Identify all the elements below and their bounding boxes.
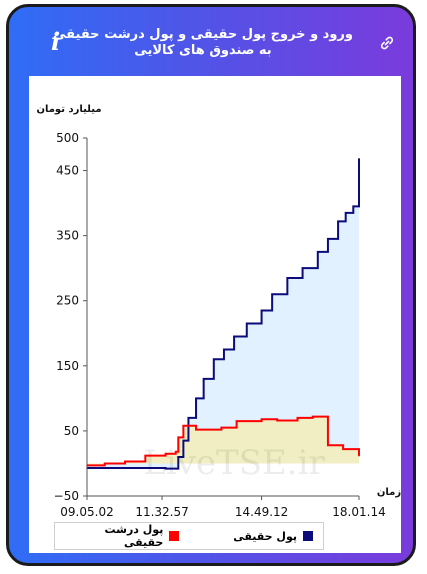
data-point-0-14 bbox=[245, 322, 248, 325]
data-point-0-8 bbox=[187, 417, 190, 419]
x-tick-label: 09.05.02 bbox=[60, 505, 113, 519]
link-icon[interactable] bbox=[379, 35, 395, 51]
y-axis-label: میلیارد تومان bbox=[36, 104, 101, 115]
data-point-1-1 bbox=[103, 462, 106, 465]
legend: پول حقیقی پول درشت حقیقی bbox=[54, 522, 324, 550]
data-point-1-7 bbox=[182, 424, 185, 427]
data-point-1-8 bbox=[195, 428, 197, 431]
data-point-0-22 bbox=[344, 212, 347, 214]
series-area-1 bbox=[87, 416, 359, 466]
data-point-1-3 bbox=[144, 454, 147, 457]
data-point-1-10 bbox=[235, 420, 238, 422]
data-point-0-23 bbox=[352, 205, 355, 208]
legend-label-real-money: پول حقیقی bbox=[233, 529, 297, 543]
x-tick-label: 14.49.12 bbox=[235, 505, 288, 519]
watermark: LiveTSE.ir bbox=[143, 443, 325, 483]
data-point-1-13 bbox=[296, 417, 299, 419]
chart-card: ورود و خروج پول حقیقی و پول درشت حقیقی ب… bbox=[6, 4, 416, 566]
data-point-1-6 bbox=[177, 436, 180, 439]
card-header: ورود و خروج پول حقیقی و پول درشت حقیقی ب… bbox=[9, 7, 413, 73]
legend-item-real-money[interactable]: پول حقیقی bbox=[199, 530, 313, 543]
data-point-1-14 bbox=[311, 415, 314, 418]
legend-item-big-real-money[interactable]: پول درشت حقیقی bbox=[65, 523, 179, 549]
data-point-0-7 bbox=[182, 439, 185, 442]
y-tick-label: −50 bbox=[54, 489, 79, 503]
data-point-1-9 bbox=[220, 426, 223, 429]
data-point-0-20 bbox=[327, 238, 329, 240]
data-point-0-11 bbox=[213, 358, 215, 361]
data-point-0-9 bbox=[195, 397, 197, 400]
legend-swatch-real-money bbox=[303, 531, 313, 541]
data-point-0-6 bbox=[177, 456, 180, 458]
y-tick-label: 50 bbox=[64, 424, 79, 438]
chart-title: ورود و خروج پول حقیقی و پول درشت حقیقی ب… bbox=[53, 27, 353, 58]
data-point-0-17 bbox=[286, 277, 289, 279]
chart-svg: 500 450 350 250 150 50 −50 09.05.02 11.32.57 14.4… bbox=[36, 104, 401, 519]
data-point-0-16 bbox=[271, 293, 273, 296]
x-tick-label: 11.32.57 bbox=[135, 505, 188, 519]
data-point-1-11 bbox=[260, 418, 263, 420]
y-tick-label: 350 bbox=[56, 229, 79, 243]
data-point-1-17 bbox=[358, 454, 360, 457]
x-axis-label: زمان bbox=[377, 487, 401, 498]
y-tick-label: 500 bbox=[56, 131, 79, 145]
series-area-0 bbox=[87, 158, 359, 469]
y-tick-label: 150 bbox=[56, 359, 79, 373]
data-point-0-2 bbox=[124, 467, 126, 469]
data-point-0-5 bbox=[174, 467, 177, 470]
legend-label-big-real-money: پول درشت حقیقی bbox=[104, 523, 164, 549]
data-point-1-5 bbox=[174, 450, 177, 453]
data-point-1-4 bbox=[164, 452, 167, 455]
info-icon[interactable]: i bbox=[51, 27, 61, 56]
data-point-1-16 bbox=[342, 448, 344, 450]
y-tick-label: 450 bbox=[56, 164, 79, 178]
x-tick-label: 18.01.14 bbox=[332, 505, 385, 519]
data-point-0-10 bbox=[202, 378, 205, 380]
data-point-0-15 bbox=[260, 309, 263, 312]
data-point-1-15 bbox=[327, 444, 329, 447]
data-point-0-1 bbox=[103, 467, 106, 469]
series-line-1 bbox=[87, 415, 360, 467]
y-tick-label: 250 bbox=[56, 294, 79, 308]
data-point-0-4 bbox=[164, 467, 167, 470]
data-point-0-18 bbox=[301, 267, 304, 269]
data-point-0-19 bbox=[316, 251, 319, 253]
data-point-0-3 bbox=[144, 467, 147, 469]
data-point-0-21 bbox=[337, 220, 339, 223]
legend-swatch-big-real-money bbox=[169, 531, 179, 541]
chart-panel: 500 450 350 250 150 50 −50 09.05.02 11.32.57 14.4… bbox=[29, 76, 401, 553]
data-point-0-12 bbox=[223, 348, 225, 351]
data-point-0-24 bbox=[358, 158, 360, 160]
data-point-1-2 bbox=[124, 460, 126, 463]
data-point-1-12 bbox=[276, 419, 279, 422]
data-point-0-13 bbox=[233, 335, 235, 338]
